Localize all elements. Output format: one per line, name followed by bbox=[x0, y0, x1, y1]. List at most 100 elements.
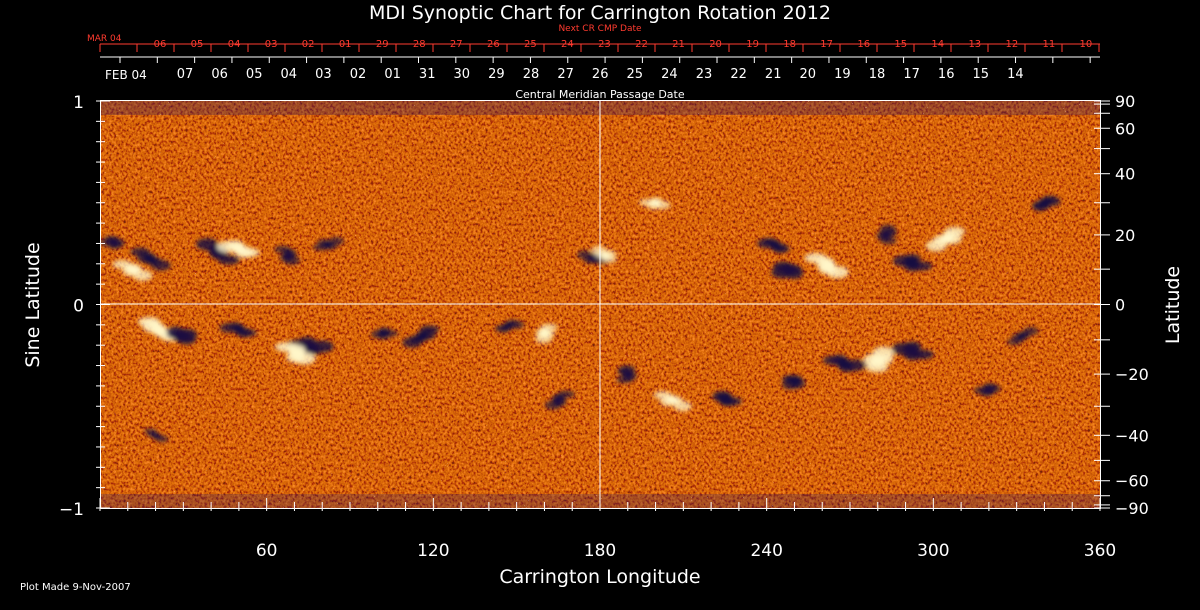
x-axis: 60 120 180 240 300 360 bbox=[99, 498, 1116, 561]
region-blob bbox=[879, 224, 897, 234]
cmp-date: 16 bbox=[938, 67, 955, 82]
y-axis-label-right: Latitude bbox=[1162, 266, 1184, 344]
right-tick-label: −60 bbox=[1115, 472, 1149, 491]
region-blob bbox=[926, 240, 947, 252]
region-blob bbox=[1023, 326, 1039, 336]
region-blob bbox=[903, 345, 919, 356]
region-blob bbox=[781, 264, 797, 274]
cmp-date: 07 bbox=[177, 67, 194, 82]
region-blob bbox=[846, 359, 867, 371]
chart-title: MDI Synoptic Chart for Carrington Rotati… bbox=[369, 2, 831, 24]
region-blob bbox=[539, 329, 550, 337]
next-cr-date: 19 bbox=[746, 39, 759, 50]
y-axis-label-left: Sine Latitude bbox=[22, 242, 44, 367]
active-regions bbox=[101, 195, 1061, 443]
region-blob bbox=[718, 395, 732, 405]
region-blob bbox=[904, 257, 918, 267]
region-blob bbox=[156, 435, 169, 443]
cmp-date: 26 bbox=[592, 67, 609, 82]
next-cr-date: 21 bbox=[672, 39, 685, 50]
plot-made-footer: Plot Made 9-Nov-2007 bbox=[20, 582, 131, 593]
right-tick-label: 60 bbox=[1115, 119, 1135, 138]
next-cr-date: 05 bbox=[191, 39, 204, 50]
region-blob bbox=[274, 245, 291, 253]
cmp-date: 22 bbox=[730, 67, 747, 82]
x-tick-label: 360 bbox=[1084, 541, 1116, 561]
cmp-date: 30 bbox=[454, 67, 471, 82]
next-cr-date: 26 bbox=[487, 39, 500, 50]
cmp-date: 05 bbox=[246, 67, 263, 82]
x-tick-label: 240 bbox=[750, 541, 782, 561]
region-blob bbox=[219, 322, 238, 333]
region-blob bbox=[983, 386, 995, 395]
cmp-date: 24 bbox=[661, 67, 678, 82]
next-cr-date: 06 bbox=[154, 39, 167, 50]
region-blob bbox=[503, 322, 514, 330]
region-blob bbox=[151, 260, 171, 271]
cmp-date-label: Central Meridian Passage Date bbox=[515, 88, 684, 101]
x-tick-label: 120 bbox=[417, 541, 449, 561]
region-blob bbox=[130, 247, 150, 256]
cmp-date: 14 bbox=[1007, 67, 1024, 82]
region-blob bbox=[108, 238, 120, 246]
region-blob bbox=[290, 348, 305, 359]
region-blob bbox=[1038, 198, 1051, 207]
region-blob bbox=[322, 241, 333, 249]
right-tick-label: −40 bbox=[1115, 426, 1149, 445]
next-cr-date: 17 bbox=[820, 39, 833, 50]
region-blob bbox=[837, 359, 852, 369]
region-blob bbox=[173, 331, 188, 342]
region-blob bbox=[650, 199, 661, 207]
date-axes: MAR 04 06 05 04 03 02 01 29 28 27 26 25 24 23 22 21 20 19… bbox=[87, 34, 1100, 82]
x-tick-label: 60 bbox=[256, 541, 278, 561]
region-blob bbox=[196, 238, 219, 251]
cmp-date: 02 bbox=[350, 67, 367, 82]
next-cr-first-label: MAR 04 bbox=[87, 34, 122, 44]
next-cr-date: 29 bbox=[376, 39, 389, 50]
cmp-date: 29 bbox=[488, 67, 505, 82]
region-blob bbox=[622, 370, 634, 378]
region-blob bbox=[591, 245, 607, 255]
region-blob bbox=[577, 250, 594, 260]
region-blob bbox=[217, 255, 240, 265]
x-axis-label: Carrington Longitude bbox=[499, 566, 700, 588]
cmp-date: 19 bbox=[834, 67, 851, 82]
cmp-date: 17 bbox=[903, 67, 920, 82]
region-blob bbox=[151, 432, 160, 439]
next-cr-date: 04 bbox=[228, 39, 241, 50]
region-blob bbox=[143, 254, 157, 263]
region-blob bbox=[112, 260, 132, 269]
left-tick-label: 1 bbox=[73, 93, 84, 113]
cmp-date: 06 bbox=[211, 67, 228, 82]
region-blob bbox=[872, 346, 895, 359]
cmp-date: 25 bbox=[627, 67, 644, 82]
cmp-first-label: FEB 04 bbox=[105, 68, 147, 82]
region-blob bbox=[558, 390, 575, 398]
region-blob bbox=[216, 241, 238, 253]
region-blob bbox=[143, 428, 157, 434]
next-cr-date: 12 bbox=[1005, 39, 1018, 50]
region-blob bbox=[769, 241, 781, 249]
cmp-date: 15 bbox=[973, 67, 990, 82]
region-blob bbox=[1006, 338, 1022, 346]
next-cr-date: 16 bbox=[857, 39, 870, 50]
region-blob bbox=[552, 396, 564, 404]
cmp-date: 20 bbox=[800, 67, 817, 82]
next-cr-date: 25 bbox=[524, 39, 537, 50]
region-blob bbox=[233, 325, 245, 334]
region-blob bbox=[804, 253, 827, 263]
next-cr-date: 18 bbox=[783, 39, 796, 50]
cmp-date: 03 bbox=[315, 67, 332, 82]
cmp-date: 04 bbox=[281, 67, 298, 82]
region-blob bbox=[535, 334, 552, 344]
region-blob bbox=[127, 264, 140, 274]
right-tick-label: 90 bbox=[1115, 92, 1135, 111]
region-blob bbox=[673, 401, 692, 412]
right-tick-label: 40 bbox=[1115, 165, 1135, 184]
next-cr-date: 24 bbox=[561, 39, 574, 50]
region-blob bbox=[788, 376, 801, 385]
next-cr-date: 11 bbox=[1043, 39, 1056, 50]
next-cr-date: 22 bbox=[635, 39, 648, 50]
region-blob bbox=[402, 337, 422, 348]
region-blob bbox=[415, 332, 429, 341]
